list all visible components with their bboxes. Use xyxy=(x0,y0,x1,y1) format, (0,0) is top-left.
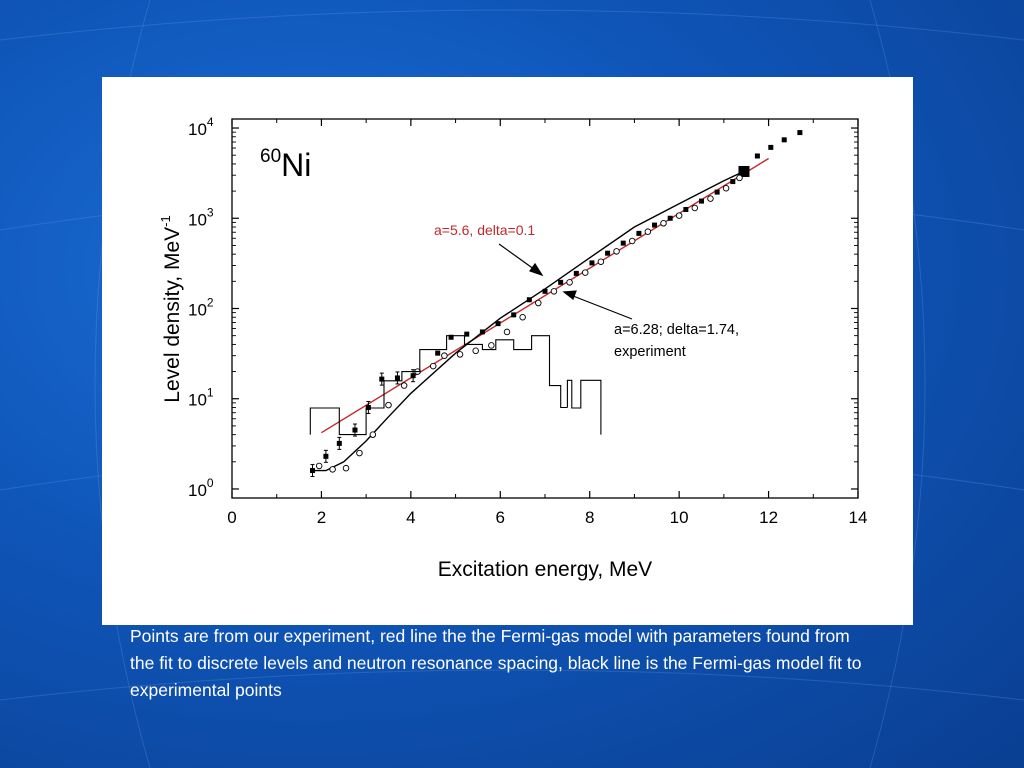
data-point-open xyxy=(429,362,437,370)
chart-panel: 0 2 4 6 8 10 12 14 100 101 102 103 104 60Ni a=5.6, d… xyxy=(102,77,913,625)
level-density-chart: 0 2 4 6 8 10 12 14 100 101 102 103 104 60Ni a=5.6, d… xyxy=(158,115,868,581)
data-point-filled xyxy=(714,189,720,195)
data-point-open xyxy=(329,466,336,473)
y-tick-label: 100 xyxy=(188,476,214,500)
mass-number: 60 xyxy=(260,146,281,167)
data-point-filled xyxy=(754,153,760,159)
data-point-filled xyxy=(309,468,315,474)
data-point-filled xyxy=(683,207,689,213)
data-point-filled xyxy=(738,165,750,177)
data-point-filled xyxy=(589,260,595,266)
x-tick-label: 12 xyxy=(759,508,778,527)
data-point-open xyxy=(644,228,652,235)
slide-caption: Points are from our experiment, red line… xyxy=(130,626,862,700)
data-point-filled xyxy=(730,179,736,185)
data-point-filled xyxy=(379,376,385,382)
data-point-filled xyxy=(781,137,787,143)
x-tick-label: 4 xyxy=(406,508,415,527)
x-tick-label: 2 xyxy=(317,508,326,527)
data-point-open xyxy=(441,352,448,359)
data-point-open xyxy=(675,212,683,219)
black-fit-label-line1: a=6.28; delta=1.74, xyxy=(614,322,739,338)
data-point-filled xyxy=(479,329,485,335)
data-point-filled xyxy=(636,230,642,236)
y-tick-label: 101 xyxy=(188,386,214,410)
data-point-open xyxy=(660,220,667,227)
data-point-filled xyxy=(573,270,579,276)
data-point-filled xyxy=(410,373,416,379)
data-point-filled xyxy=(620,240,626,246)
data-point-open xyxy=(736,174,743,182)
y-tick-label: 102 xyxy=(188,296,214,320)
data-point-open xyxy=(722,185,730,192)
chart-title: 60Ni xyxy=(260,146,311,183)
data-point-open xyxy=(456,351,464,358)
data-point-filled xyxy=(699,198,704,204)
data-point-open xyxy=(628,237,636,245)
x-tick-label: 8 xyxy=(585,508,594,527)
data-point-filled xyxy=(495,321,501,327)
data-point-filled xyxy=(464,331,470,337)
black-fit-label-line2: experiment xyxy=(614,344,686,360)
data-point-open xyxy=(519,313,526,321)
histogram-steps xyxy=(566,379,602,409)
data-point-filled xyxy=(797,130,803,136)
data-point-filled xyxy=(558,279,564,285)
black-fermi-gas-line xyxy=(312,169,747,472)
data-point-filled xyxy=(526,297,532,303)
data-point-open xyxy=(472,347,479,355)
data-point-open xyxy=(503,328,511,336)
data-point-filled xyxy=(394,375,400,381)
data-point-filled xyxy=(605,250,611,256)
data-point-open xyxy=(707,195,714,202)
data-point-open xyxy=(400,382,408,389)
y-tick-label: 104 xyxy=(188,115,214,139)
data-point-filled xyxy=(448,334,454,340)
red-fit-label: a=5.6, delta=0.1 xyxy=(434,222,535,238)
x-tick-label: 0 xyxy=(227,508,236,527)
data-point-filled xyxy=(352,427,358,433)
data-point-open xyxy=(613,248,620,255)
data-point-filled xyxy=(323,453,329,459)
data-point-open xyxy=(315,462,323,470)
red-fermi-gas-line xyxy=(321,157,769,434)
data-point-open xyxy=(691,204,699,212)
data-point-filled xyxy=(652,222,658,228)
x-axis-title: Excitation energy, MeV xyxy=(438,558,652,581)
data-point-open xyxy=(566,279,573,286)
data-point-open xyxy=(385,401,392,409)
data-point-open xyxy=(535,299,542,307)
red-fit-arrow xyxy=(498,243,544,277)
data-point-open xyxy=(356,449,363,457)
data-point-filled xyxy=(542,288,548,294)
black-fit-arrow xyxy=(562,290,633,320)
data-point-open xyxy=(488,342,495,349)
data-point-filled xyxy=(768,144,774,150)
data-point-open xyxy=(597,258,605,265)
x-tick-label: 10 xyxy=(670,508,689,527)
x-tick-label: 6 xyxy=(496,508,505,527)
data-point-open xyxy=(342,464,350,472)
data-point-open xyxy=(581,269,589,276)
data-point-filled xyxy=(435,350,441,356)
data-point-open xyxy=(369,431,377,438)
data-point-filled xyxy=(511,312,517,318)
y-axis-title: Level density, MeV-1 xyxy=(158,215,184,402)
data-point-filled xyxy=(667,215,673,221)
histogram-steps xyxy=(309,335,568,436)
data-point-filled xyxy=(336,440,342,446)
data-point-open xyxy=(550,288,558,295)
x-tick-label: 14 xyxy=(849,508,868,527)
y-axis-title-main: Level density, MeV xyxy=(161,227,184,403)
plot-frame xyxy=(231,118,859,499)
y-axis-title-sup: -1 xyxy=(158,215,173,227)
element-symbol: Ni xyxy=(281,147,311,183)
y-tick-label: 103 xyxy=(188,205,214,229)
